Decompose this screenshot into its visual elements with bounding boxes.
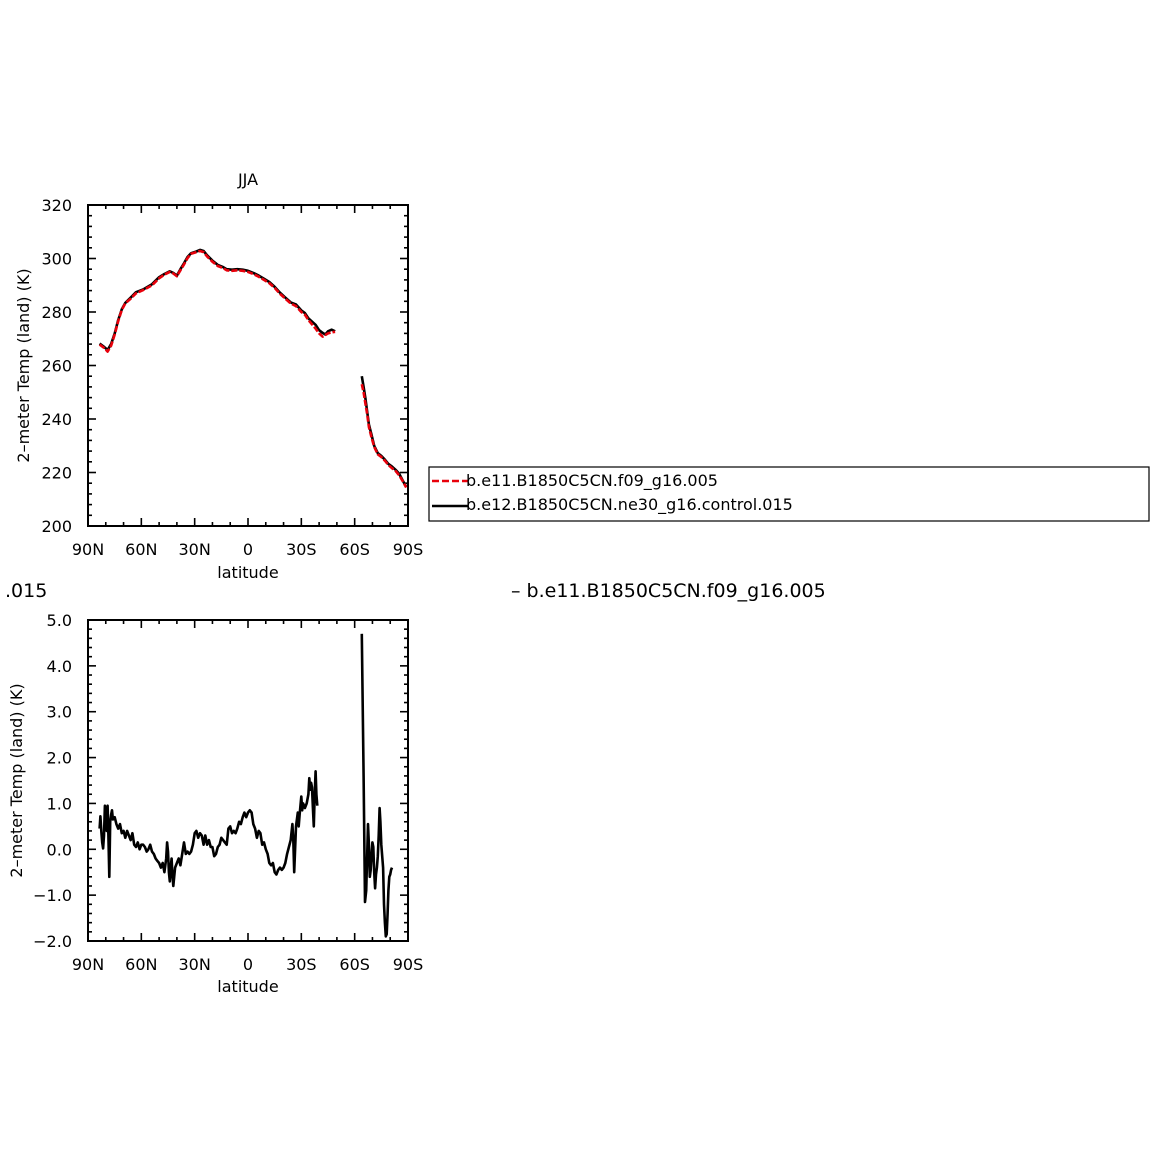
series-line-b-e11-b1850c5cn-f09-g16-005 (98, 249, 336, 353)
bottom-chart: 90N 60N 30N 0 30S 60S 90S −2.0 −1.0 0.0 1.0 2.0 3.0 4… (7, 611, 423, 996)
legend: b.e11.B1850C5CN.f09_g16.005 b.e12.B1850C… (428, 466, 1150, 522)
x-tick-label: 60S (339, 955, 370, 974)
y-tick-label: 260 (41, 357, 72, 376)
bottom-series-lines (98, 633, 394, 938)
bottom-y-axis-title: 2–meter Temp (land) (K) (7, 683, 26, 877)
x-tick-label: 90N (72, 540, 104, 559)
x-tick-label: 30S (286, 540, 317, 559)
x-tick-label: 60S (339, 540, 370, 559)
y-tick-label: 1.0 (47, 794, 72, 813)
y-tick-label: 200 (41, 517, 72, 536)
x-tick-label: 90S (393, 540, 424, 559)
series-line-difference (360, 633, 394, 938)
y-tick-label: −2.0 (33, 932, 72, 951)
y-tick-label: 320 (41, 196, 72, 215)
legend-label-case1: b.e11.B1850C5CN.f09_g16.005 (466, 471, 718, 491)
x-tick-label: 90N (72, 955, 104, 974)
y-tick-label: 220 (41, 464, 72, 483)
y-tick-label: 4.0 (47, 657, 72, 676)
clipped-title-left: .015 (5, 580, 47, 602)
x-tick-label: 0 (243, 955, 253, 974)
top-tick-labels: 90N 60N 30N 0 30S 60S 90S 200 220 240 260 280 300 320 (41, 196, 423, 559)
x-tick-label: 30N (179, 540, 211, 559)
top-y-axis-title: 2–meter Temp (land) (K) (14, 268, 33, 462)
x-tick-label: 30S (286, 955, 317, 974)
top-x-axis-title: latitude (217, 563, 278, 582)
bottom-plot-frame (87, 619, 409, 942)
clipped-title-right: – b.e11.B1850C5CN.f09_g16.005 (511, 580, 826, 602)
series-line-difference (98, 770, 319, 888)
top-series-lines (98, 248, 408, 489)
y-tick-label: 3.0 (47, 703, 72, 722)
y-tick-label: 5.0 (47, 611, 72, 630)
y-tick-label: 300 (41, 250, 72, 269)
y-tick-label: 2.0 (47, 749, 72, 768)
legend-label-case2: b.e12.B1850C5CN.ne30_g16.control.015 (466, 495, 793, 515)
top-plot-frame (87, 204, 409, 527)
y-tick-label: 0.0 (47, 840, 72, 859)
x-tick-label: 0 (243, 540, 253, 559)
series-line-b-e11-b1850c5cn-f09-g16-005 (360, 383, 408, 489)
x-tick-label: 90S (393, 955, 424, 974)
chart-title: JJA (237, 170, 258, 189)
x-tick-label: 60N (125, 540, 157, 559)
top-chart: JJA 90N 60N 30N 0 30S 60S 90S 200 220 240 260 280 30… (14, 170, 423, 582)
bottom-tick-labels: 90N 60N 30N 0 30S 60S 90S −2.0 −1.0 0.0 1.0 2.0 3.0 4… (33, 611, 423, 974)
top-axis-ticks (87, 204, 409, 527)
x-tick-label: 60N (125, 955, 157, 974)
legend-box (428, 466, 1150, 522)
y-tick-label: 240 (41, 410, 72, 429)
y-tick-label: −1.0 (33, 886, 72, 905)
x-tick-label: 30N (179, 955, 211, 974)
bottom-axis-ticks (87, 619, 409, 942)
y-tick-label: 280 (41, 303, 72, 322)
series-line-b-e12-b1850c5cn-ne30-g16-control-015 (360, 375, 408, 488)
bottom-x-axis-title: latitude (217, 977, 278, 996)
